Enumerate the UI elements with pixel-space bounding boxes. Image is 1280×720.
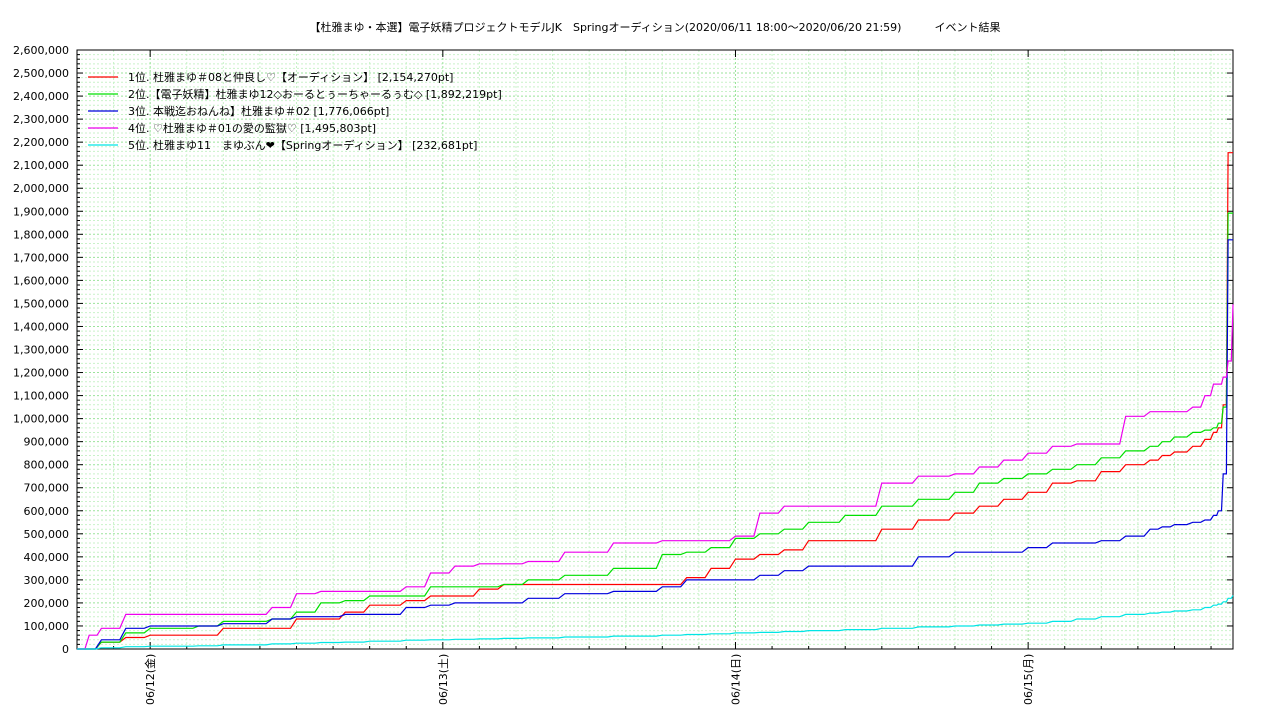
y-tick-label: 200,000: [24, 597, 70, 610]
grid: [76, 50, 1233, 649]
y-tick-label: 1,900,000: [13, 205, 69, 218]
y-tick-label: 1,200,000: [13, 367, 69, 380]
chart-title: 【杜雅まゆ・本選】電子妖精プロジェクトモデルJK Springオーディション(2…: [309, 21, 1001, 34]
y-tick-label: 900,000: [24, 436, 70, 449]
axes: 0 100,000 200,000 300,000 400,000 500,000 600,…: [13, 44, 1234, 705]
y-tick-label: 1,500,000: [13, 297, 69, 310]
y-tick-label: 1,800,000: [13, 228, 69, 241]
y-tick-label: 2,000,000: [13, 182, 69, 195]
x-tick-label: 06/15(月): [1022, 654, 1035, 705]
series-line-1: [77, 152, 1233, 650]
y-tick-label: 1,700,000: [13, 251, 69, 264]
y-tick-label: 400,000: [24, 551, 70, 564]
legend-entry: 5位. 杜雅まゆ11 まゆぶん❤【Springオーディション】 [232,681…: [128, 138, 477, 152]
y-tick-label: 600,000: [24, 505, 70, 518]
y-tick-label: 800,000: [24, 459, 70, 472]
y-tick-label: 300,000: [24, 574, 70, 587]
y-tick-label: 1,600,000: [13, 274, 69, 287]
y-tick-label: 2,300,000: [13, 113, 69, 126]
y-tick-label: 2,100,000: [13, 159, 69, 172]
legend-entry: 3位. 本戦迄おねんね】杜雅まゆ＃02 [1,776,066pt]: [128, 104, 389, 118]
y-tick-label: 1,000,000: [13, 413, 69, 426]
y-tick-label: 2,200,000: [13, 136, 69, 149]
y-tick-label: 2,400,000: [13, 90, 69, 103]
y-tick-label: 500,000: [24, 528, 70, 541]
legend-entry: 1位. 杜雅まゆ＃08と仲良し♡【オーディション】 [2,154,270pt]: [128, 70, 453, 84]
series-line-2: [77, 212, 1233, 650]
y-tick-label: 100,000: [24, 620, 70, 633]
y-tick-label: 1,400,000: [13, 320, 69, 333]
series-line-5: [77, 595, 1234, 650]
x-tick-label: 06/13(土): [437, 654, 450, 705]
x-tick-label: 06/14(日): [729, 654, 742, 705]
y-tick-label: 700,000: [24, 482, 70, 495]
legend-entry: 2位.【電子妖精】杜雅まゆ12◇おーるとぅーちゃーるぅむ◇ [1,892,219…: [128, 87, 502, 101]
series-line-3: [77, 239, 1233, 650]
y-tick-label: 2,600,000: [13, 44, 69, 57]
x-tick-label: 06/12(金): [143, 654, 157, 705]
series-line-4: [77, 304, 1234, 650]
y-tick-label: 1,300,000: [13, 344, 69, 357]
legend-entry: 4位. ♡杜雅まゆ＃01の愛の監獄♡ [1,495,803pt]: [128, 121, 376, 135]
y-tick-label: 2,500,000: [13, 67, 69, 80]
legend[interactable]: 1位. 杜雅まゆ＃08と仲良し♡【オーディション】 [2,154,270pt] 2…: [88, 70, 502, 152]
y-tick-label: 1,100,000: [13, 390, 69, 403]
series-lines: [77, 152, 1234, 650]
y-tick-label: 0: [62, 643, 69, 656]
